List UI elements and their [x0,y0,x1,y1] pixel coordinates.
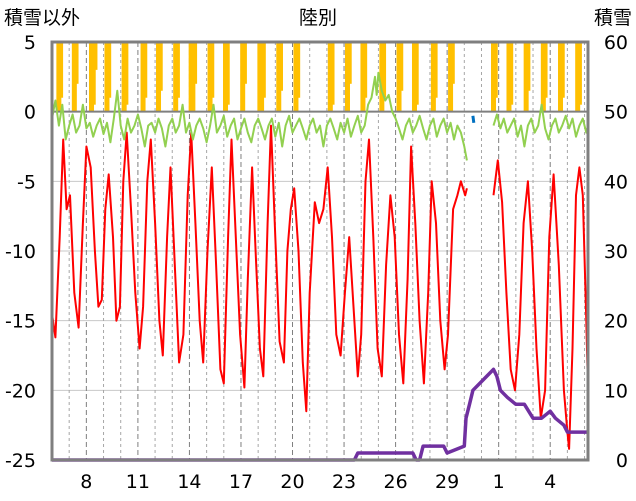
sunshine-bar [90,42,96,105]
x-tick-label: 1 [493,471,505,493]
temperature-series-line [492,159,589,450]
right-tick-label: 60 [604,32,628,54]
sunshine-bar [106,42,112,98]
right-tick-label: 30 [604,241,628,263]
sunshine-bar [295,42,301,98]
x-tick-label: 17 [229,471,253,493]
left-tick-label: -25 [5,450,36,472]
x-tick-label: 29 [435,471,459,493]
chart-title: 陸別 [299,7,337,29]
x-tick-label: 8 [80,471,92,493]
sunshine-bar [174,42,180,98]
sunshine-bar [224,42,230,105]
sunshine-bar [432,42,438,98]
left-tick-label: -5 [17,171,36,193]
sunshine-bar [413,42,419,105]
sunshine-bar [277,42,283,91]
wind-series-line [492,103,589,148]
right-axis-label: 積雪 [594,7,632,29]
sunshine-bar [346,42,352,84]
sunshine-bar [142,42,148,98]
sunshine-bar [362,42,368,98]
sunshine-bar [492,42,498,98]
right-tick-label: 0 [616,450,628,472]
precipitation-series-line [471,115,476,123]
sunshine-bar [157,42,163,91]
left-tick-label: -20 [5,380,36,402]
sunshine-bar [559,42,565,98]
left-tick-label: -10 [5,241,36,263]
wind-series-line [51,71,468,161]
left-tick-label: 0 [24,102,36,124]
sunshine-bar [92,42,98,70]
right-tick-label: 50 [604,102,628,124]
left-tick-label: 5 [24,32,36,54]
right-tick-label: 40 [604,171,628,193]
sunshine-bar [508,42,514,105]
sunshine-bar [576,42,582,105]
left-axis-label: 積雪以外 [4,7,80,29]
left-tick-label: -15 [5,311,36,333]
sunshine-bar [329,42,335,105]
sunshine-bar [542,42,548,98]
right-tick-label: 20 [604,311,628,333]
sunshine-bar [260,42,266,98]
x-tick-label: 14 [177,471,201,493]
sunshine-bar [58,42,64,98]
sunshine-bar [525,42,531,91]
sunshine-bar [209,42,215,98]
x-tick-label: 20 [280,471,304,493]
sunshine-bar [398,42,404,91]
sunshine-bar [381,42,387,98]
sunshine-bar [192,42,198,84]
sunshine-bar [73,42,79,84]
plot-area-border [50,40,590,462]
x-tick-label: 4 [544,471,556,493]
sunshine-bar [449,42,455,84]
sunshine-bar [241,42,247,84]
grid-layer [51,42,588,460]
x-tick-label: 23 [332,471,356,493]
temperature-series-line [51,124,468,413]
x-tick-label: 11 [126,471,150,493]
sunshine-bar [123,42,129,105]
sunshine-bars-layer [56,42,582,112]
x-tick-label: 26 [383,471,407,493]
right-tick-label: 10 [604,380,628,402]
